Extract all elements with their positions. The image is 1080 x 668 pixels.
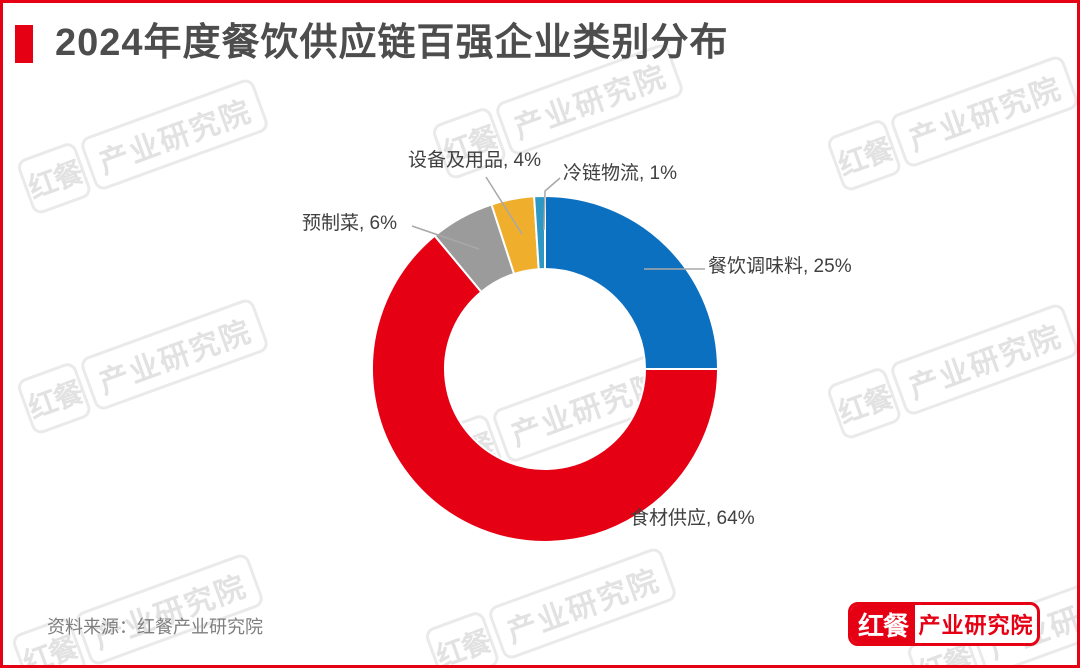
brand-logo-mark: 红餐 <box>851 605 915 643</box>
slice-cold-chain-logistics <box>533 194 546 271</box>
brand-logo: 红餐 产业研究院 <box>848 602 1040 646</box>
donut-slices <box>371 194 720 543</box>
page-title: 2024年度餐饮供应链百强企业类别分布 <box>55 22 729 64</box>
label-equipment-supplies: 设备及用品, 4% <box>408 150 542 171</box>
source-note: 资料来源：红餐产业研究院 <box>47 617 263 637</box>
donut-chart <box>371 176 720 543</box>
leader-line-premade <box>411 225 480 250</box>
leader-line-equipment <box>485 176 523 235</box>
label-cold-chain-logistics: 冷链物流, 1% <box>563 163 678 184</box>
title-bullet <box>15 25 33 63</box>
slice-seasoning <box>544 194 720 370</box>
slice-food-supply <box>371 234 720 543</box>
label-premade-dishes: 预制菜, 6% <box>302 213 398 234</box>
brand-logo-text: 产业研究院 <box>918 613 1034 638</box>
label-food-supply: 食材供应, 64% <box>630 508 755 529</box>
leader-line-cold-chain <box>543 177 561 231</box>
label-seasoning: 餐饮调味料, 25% <box>708 256 852 277</box>
